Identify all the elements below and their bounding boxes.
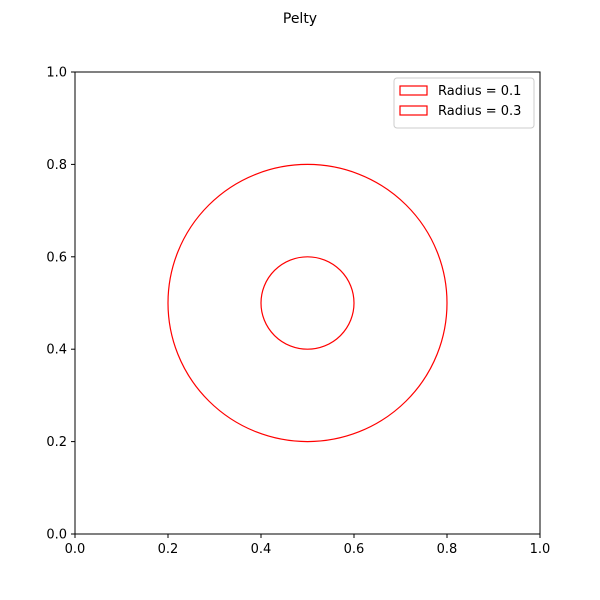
x-tick-label: 0.6 (344, 542, 365, 557)
y-tick-label: 0.2 (46, 435, 67, 450)
legend-swatch (399, 85, 428, 96)
y-tick-label: 0.8 (46, 158, 67, 173)
x-tick-label: 1.0 (530, 542, 551, 557)
x-tick-label: 0.8 (437, 542, 458, 557)
y-tick-label: 0.0 (46, 528, 67, 543)
y-axis: 0.0 0.2 0.4 0.6 0.8 1.0 (46, 66, 75, 543)
y-tick-label: 1.0 (46, 66, 67, 81)
y-tick-label: 0.4 (46, 343, 67, 358)
legend: Radius = 0.1 Radius = 0.3 (393, 77, 535, 129)
circle-series-0 (260, 256, 355, 350)
x-tick-label: 0.4 (251, 542, 272, 557)
legend-label: Radius = 0.3 (438, 104, 521, 119)
legend-swatch (399, 105, 428, 116)
circle-series-1 (167, 163, 448, 443)
plot-area (167, 163, 448, 443)
y-tick-label: 0.6 (46, 250, 67, 265)
x-axis: 0.0 0.2 0.4 0.6 0.8 1.0 (65, 534, 551, 557)
x-tick-label: 0.2 (158, 542, 179, 557)
axes-frame (74, 71, 541, 535)
chart-title: Pelty (283, 11, 317, 27)
legend-label: Radius = 0.1 (438, 84, 521, 99)
legend-box (393, 77, 535, 129)
x-tick-label: 0.0 (65, 542, 86, 557)
